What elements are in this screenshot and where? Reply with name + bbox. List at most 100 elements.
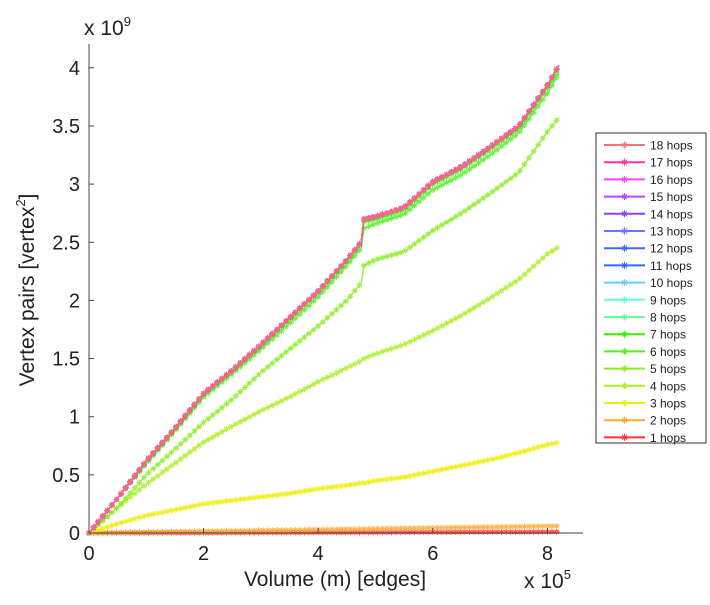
data-marker — [315, 322, 322, 329]
data-marker — [154, 510, 161, 517]
data-marker — [338, 367, 345, 374]
data-marker — [448, 524, 455, 531]
data-marker — [489, 528, 496, 535]
data-marker — [310, 326, 317, 333]
data-marker — [429, 327, 436, 334]
data-marker — [186, 407, 193, 414]
legend-item[interactable]: 12 hops — [604, 242, 693, 256]
data-marker — [173, 459, 180, 466]
data-marker — [159, 469, 166, 476]
legend-item[interactable]: 4 hops — [604, 379, 686, 393]
data-marker — [228, 397, 235, 404]
y-tick-label: 4 — [69, 58, 80, 80]
legend-item[interactable]: 11 hops — [604, 259, 692, 273]
data-marker — [402, 210, 409, 217]
data-marker — [205, 436, 212, 443]
data-marker — [443, 524, 450, 531]
data-marker — [397, 249, 404, 256]
data-marker — [113, 496, 120, 503]
data-marker — [402, 247, 409, 254]
data-marker — [480, 528, 487, 535]
data-marker — [374, 529, 381, 536]
data-marker — [159, 528, 166, 535]
data-marker — [95, 518, 102, 525]
data-marker — [145, 455, 152, 462]
data-marker — [466, 158, 473, 165]
data-marker — [539, 528, 546, 535]
data-marker — [127, 478, 134, 485]
legend-item[interactable]: 2 hops — [604, 414, 686, 428]
data-marker — [104, 507, 111, 514]
data-marker — [434, 467, 441, 474]
data-marker — [260, 406, 267, 413]
data-marker — [402, 525, 409, 532]
data-marker — [319, 318, 326, 325]
data-marker — [484, 296, 491, 303]
data-marker — [163, 434, 170, 441]
legend-item[interactable]: 15 hops — [604, 190, 693, 204]
y-tick-label: 1.5 — [52, 349, 80, 371]
data-marker — [498, 182, 505, 189]
data-marker — [516, 121, 523, 128]
legend-item[interactable]: 10 hops — [604, 276, 693, 290]
data-marker — [420, 234, 427, 241]
data-marker — [471, 524, 478, 531]
data-marker — [498, 135, 505, 142]
data-marker — [365, 479, 372, 486]
data-marker — [108, 502, 115, 509]
legend-item[interactable]: 18 hops — [604, 139, 693, 153]
legend-item[interactable]: 14 hops — [604, 207, 693, 221]
data-marker — [273, 331, 280, 338]
data-marker — [296, 488, 303, 495]
data-marker — [516, 523, 523, 530]
data-marker — [127, 529, 134, 536]
data-marker — [269, 527, 276, 534]
legend-item[interactable]: 16 hops — [604, 173, 693, 187]
series-4-hops — [86, 245, 560, 536]
data-marker — [379, 476, 386, 483]
data-marker — [438, 182, 445, 189]
legend-item[interactable]: 13 hops — [604, 225, 693, 239]
legend-item[interactable]: 17 hops — [604, 156, 693, 170]
data-marker — [191, 528, 198, 535]
data-marker — [108, 522, 115, 529]
data-marker — [136, 466, 143, 473]
data-marker — [507, 136, 514, 143]
legend-item[interactable]: 1 hops — [604, 431, 686, 445]
data-marker — [99, 525, 106, 532]
legend-item[interactable]: 7 hops — [604, 328, 686, 342]
legend-item[interactable]: 9 hops — [604, 293, 686, 307]
data-marker — [214, 499, 221, 506]
legend-label: 6 hops — [650, 345, 686, 359]
legend-item[interactable]: 5 hops — [604, 362, 686, 376]
data-marker — [370, 257, 377, 264]
data-marker — [218, 498, 225, 505]
data-marker — [553, 245, 560, 252]
data-marker — [104, 513, 111, 520]
legend-item[interactable]: 3 hops — [604, 397, 686, 411]
data-marker — [301, 386, 308, 393]
data-marker — [333, 529, 340, 536]
legend-item[interactable]: 8 hops — [604, 311, 686, 325]
data-marker — [374, 350, 381, 357]
data-marker — [443, 219, 450, 226]
data-marker — [251, 352, 258, 359]
data-marker — [209, 412, 216, 419]
data-marker — [251, 494, 258, 501]
legend-label: 1 hops — [650, 431, 686, 445]
data-marker — [324, 314, 331, 321]
data-marker — [512, 450, 519, 457]
data-marker — [521, 271, 528, 278]
data-marker — [356, 282, 363, 289]
x-multiplier-exp: 5 — [564, 567, 571, 582]
legend-item[interactable]: 6 hops — [604, 345, 686, 359]
data-marker — [361, 262, 368, 269]
data-marker — [425, 529, 432, 536]
data-marker — [503, 452, 510, 459]
data-marker — [548, 74, 555, 81]
y-tick-label: 0.5 — [52, 465, 80, 487]
data-marker — [539, 96, 546, 103]
data-marker — [544, 82, 551, 89]
data-marker — [489, 142, 496, 149]
